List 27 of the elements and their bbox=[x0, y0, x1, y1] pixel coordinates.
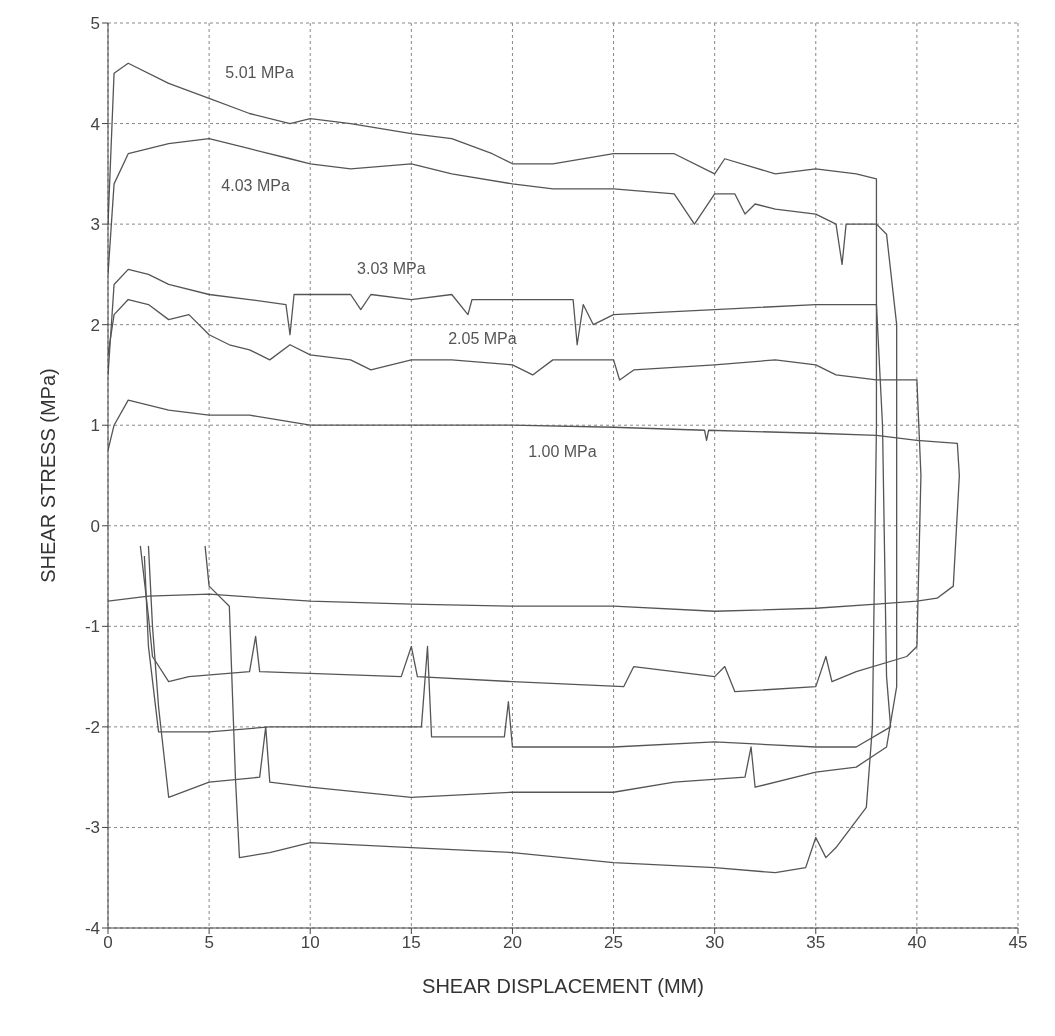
x-tick-label: 15 bbox=[401, 933, 421, 953]
y-tick-label: -2 bbox=[84, 717, 100, 737]
x-tick-label: 0 bbox=[103, 933, 113, 953]
series-label: 4.03 MPa bbox=[221, 176, 290, 194]
y-tick-label: 4 bbox=[90, 114, 100, 134]
series-label: 2.05 MPa bbox=[448, 330, 517, 348]
x-tick-label: 35 bbox=[806, 933, 826, 953]
x-tick-label: 10 bbox=[300, 933, 320, 953]
y-axis-title: SHEAR STRESS (MPa) bbox=[37, 368, 60, 583]
y-tick-label: 2 bbox=[90, 315, 100, 335]
series-label: 3.03 MPa bbox=[357, 259, 426, 277]
x-tick-label: 25 bbox=[604, 933, 624, 953]
y-tick-label: 5 bbox=[90, 14, 100, 34]
y-tick-label: -4 bbox=[84, 919, 100, 939]
x-axis-title: SHEAR DISPLACEMENT (MM) bbox=[422, 975, 704, 997]
y-tick-label: 1 bbox=[90, 416, 100, 436]
x-tick-label: 45 bbox=[1008, 933, 1028, 953]
y-tick-label: -1 bbox=[84, 617, 100, 637]
series-label: 5.01 MPa bbox=[225, 63, 294, 81]
y-tick-label: 0 bbox=[90, 516, 100, 536]
y-tick-label: -3 bbox=[84, 818, 100, 838]
x-tick-label: 40 bbox=[907, 933, 927, 953]
series-label: 1.00 MPa bbox=[528, 443, 597, 461]
y-tick-label: 3 bbox=[90, 215, 100, 235]
x-tick-label: 20 bbox=[502, 933, 522, 953]
x-tick-label: 5 bbox=[204, 933, 214, 953]
x-tick-label: 30 bbox=[705, 933, 725, 953]
